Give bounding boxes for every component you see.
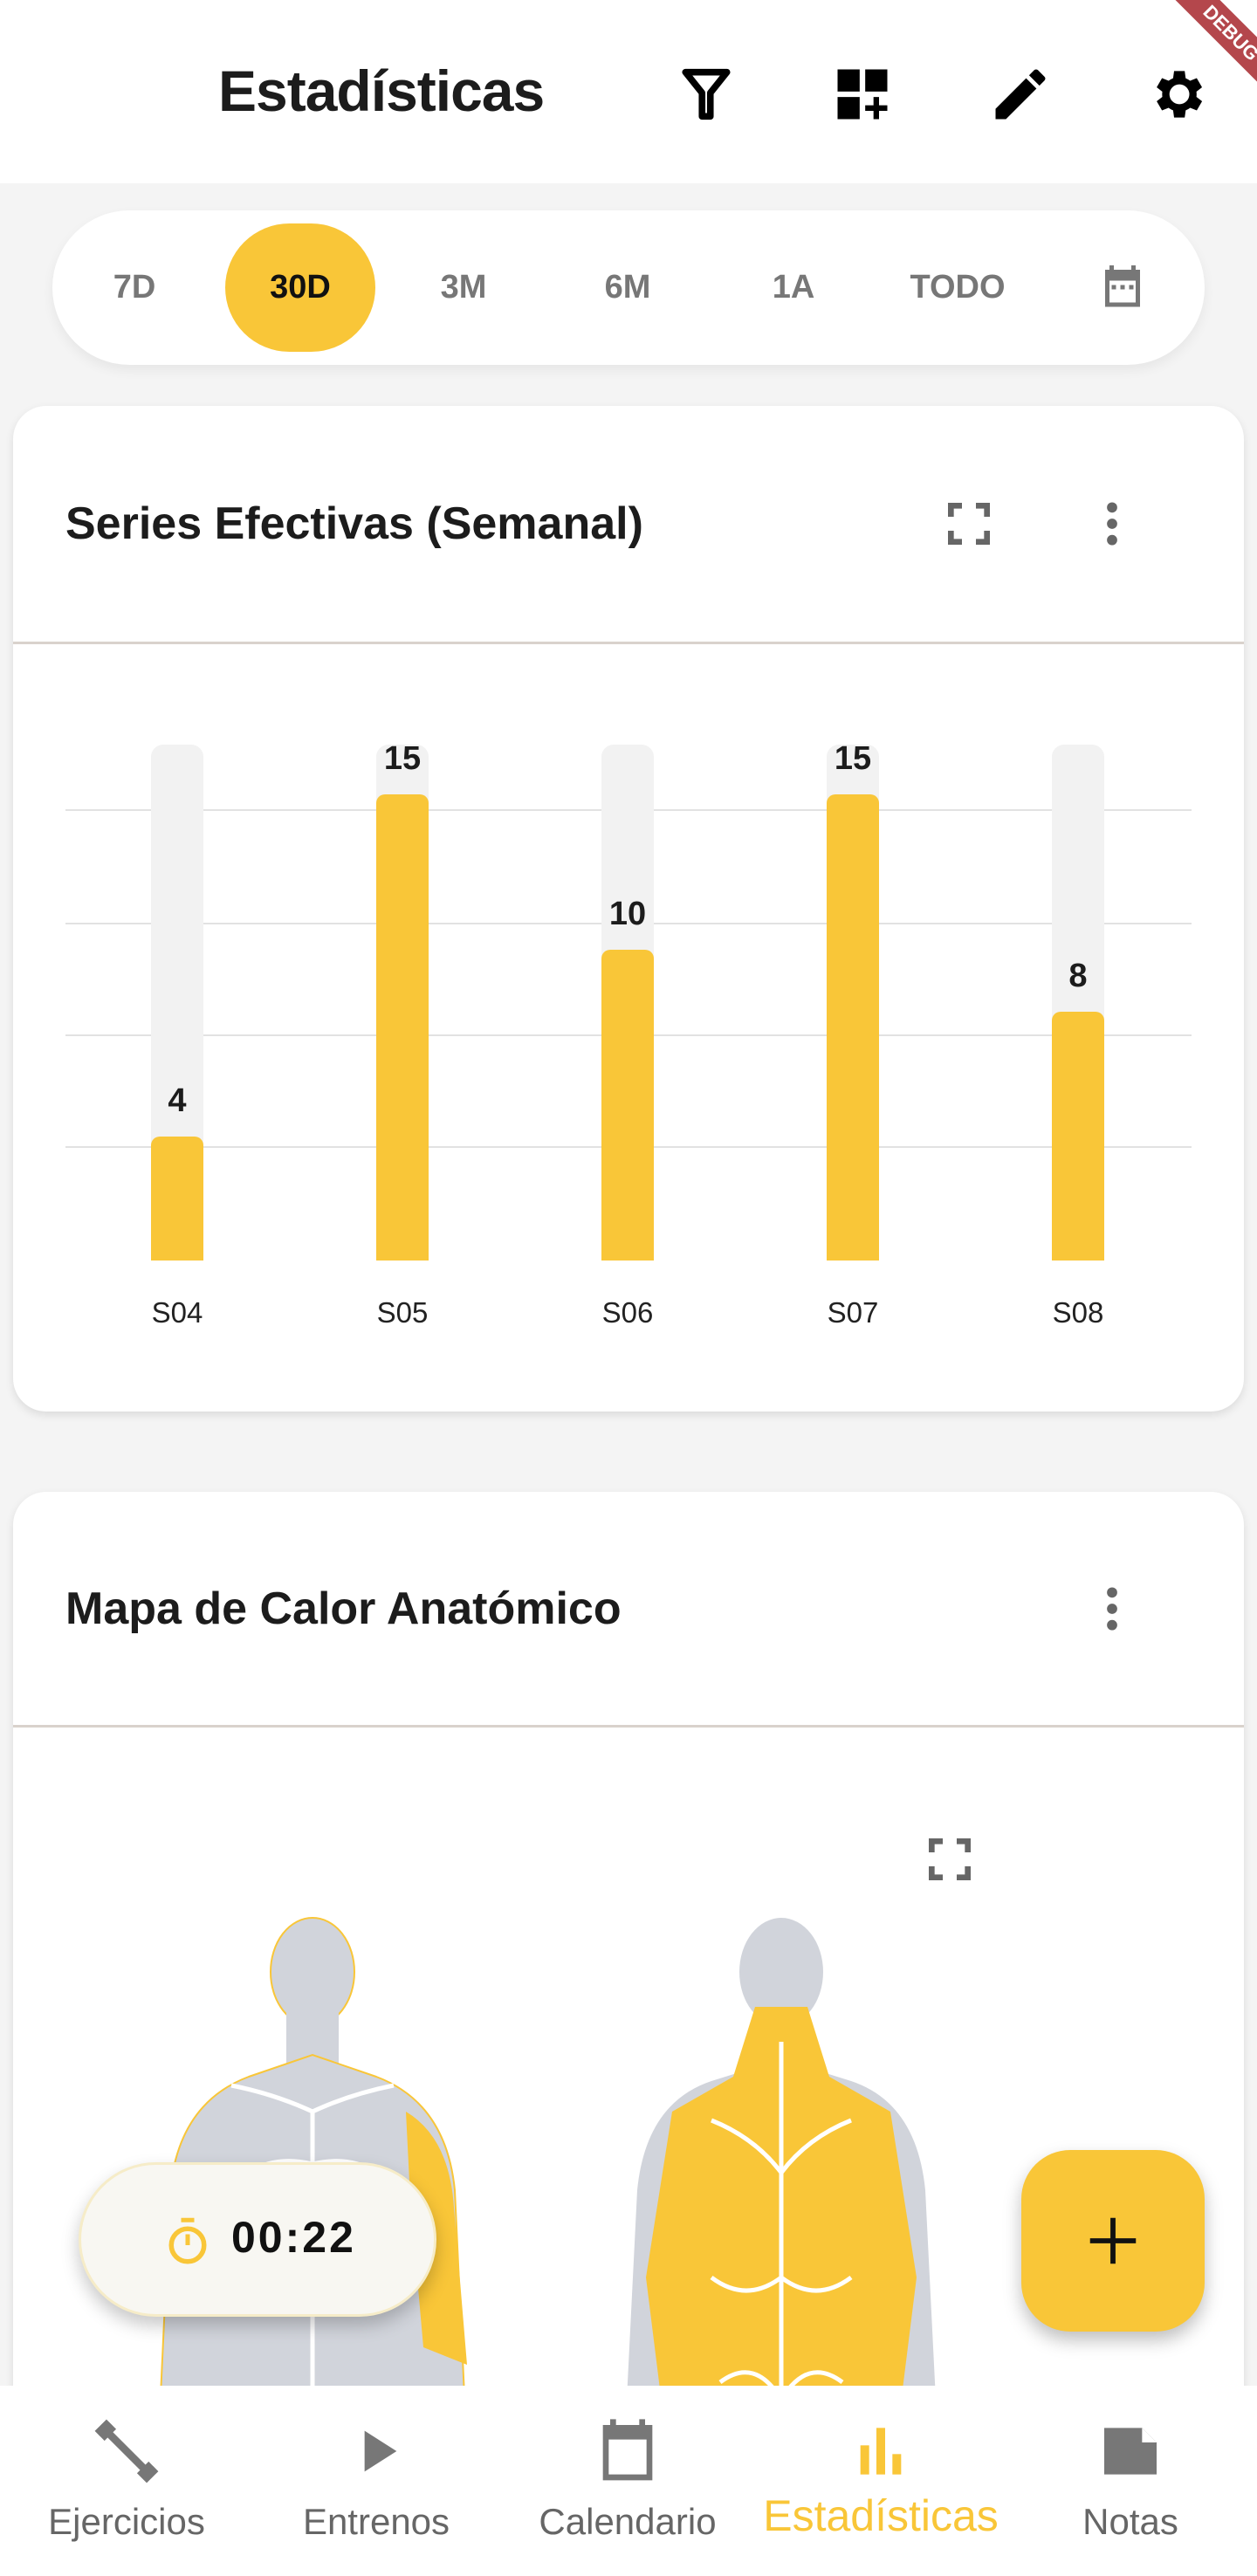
x-tick-label: S06 <box>601 1296 654 1329</box>
divider <box>13 642 1244 644</box>
value-label: 15 <box>834 740 872 777</box>
bar-S06[interactable] <box>601 950 654 1261</box>
nav-notas[interactable]: Notas <box>1008 2386 1253 2576</box>
range-30d[interactable]: 30D <box>225 223 375 352</box>
range-6m[interactable]: 6M <box>604 269 651 306</box>
nav-label: Ejercicios <box>48 2501 205 2542</box>
divider <box>13 1725 1244 1728</box>
expand-icon[interactable] <box>922 1831 978 1887</box>
nav-label: Estadísticas <box>763 2491 999 2540</box>
settings-icon[interactable] <box>1144 61 1210 127</box>
bottom-navigation: Ejercicios Entrenos Calendario Estadísti… <box>0 2386 1257 2576</box>
calendar-icon[interactable] <box>1096 261 1149 313</box>
card-title: Series Efectivas (Semanal) <box>65 498 643 549</box>
bar-S08[interactable] <box>1052 1012 1104 1261</box>
more-options-icon[interactable] <box>1084 1581 1140 1637</box>
value-label: 10 <box>608 896 647 932</box>
filter-icon[interactable] <box>673 61 739 127</box>
bar-S04[interactable] <box>151 1136 203 1261</box>
value-label: 15 <box>383 740 422 777</box>
calendar-icon <box>602 2419 653 2481</box>
value-label: 8 <box>1068 958 1088 995</box>
nav-label: Entrenos <box>302 2501 450 2542</box>
rest-timer[interactable]: 00:22 <box>79 2162 436 2317</box>
nav-label: Calendario <box>539 2501 717 2542</box>
x-tick-label: S07 <box>827 1296 879 1329</box>
expand-icon[interactable] <box>941 496 997 552</box>
add-button[interactable] <box>1021 2150 1205 2332</box>
page-title: Estadísticas <box>218 58 545 123</box>
effective-sets-card: Series Efectivas (Semanal) 4 S04 15 S05 10 S0… <box>13 406 1244 1412</box>
dumbbell-icon <box>94 2419 159 2483</box>
nav-label: Notas <box>1082 2501 1178 2542</box>
note-icon <box>1104 2428 1157 2475</box>
bar-chart-icon <box>860 2428 902 2475</box>
bar-S05[interactable] <box>376 794 429 1261</box>
nav-entrenos[interactable]: Entrenos <box>254 2386 498 2576</box>
play-icon <box>364 2430 397 2472</box>
card-title: Mapa de Calor Anatómico <box>65 1583 622 1634</box>
x-tick-label: S04 <box>151 1296 203 1329</box>
value-label: 4 <box>168 1082 187 1119</box>
nav-calendario[interactable]: Calendario <box>505 2386 750 2576</box>
range-7d[interactable]: 7D <box>113 269 156 306</box>
nav-estadisticas[interactable]: Estadísticas <box>759 2386 1003 2576</box>
x-tick-label: S05 <box>376 1296 429 1329</box>
range-1a[interactable]: 1A <box>772 269 815 306</box>
bar-S07[interactable] <box>827 794 879 1261</box>
edit-icon[interactable] <box>987 61 1054 127</box>
range-todo[interactable]: TODO <box>910 269 1006 306</box>
more-options-icon[interactable] <box>1084 496 1140 552</box>
add-widget-icon[interactable] <box>829 61 896 127</box>
plus-icon <box>1089 2217 1137 2264</box>
body-heatmap <box>156 1917 938 2452</box>
app-bar: Estadísticas DEBUG <box>0 0 1257 183</box>
range-3m[interactable]: 3M <box>440 269 487 306</box>
back-body <box>624 1918 938 2452</box>
x-tick-label: S08 <box>1052 1296 1104 1329</box>
nav-ejercicios[interactable]: Ejercicios <box>4 2386 249 2576</box>
timer-value: 00:22 <box>231 2213 356 2262</box>
time-range-selector: 7D 30D 3M 6M 1A TODO <box>52 210 1205 365</box>
stopwatch-icon <box>168 2217 207 2264</box>
